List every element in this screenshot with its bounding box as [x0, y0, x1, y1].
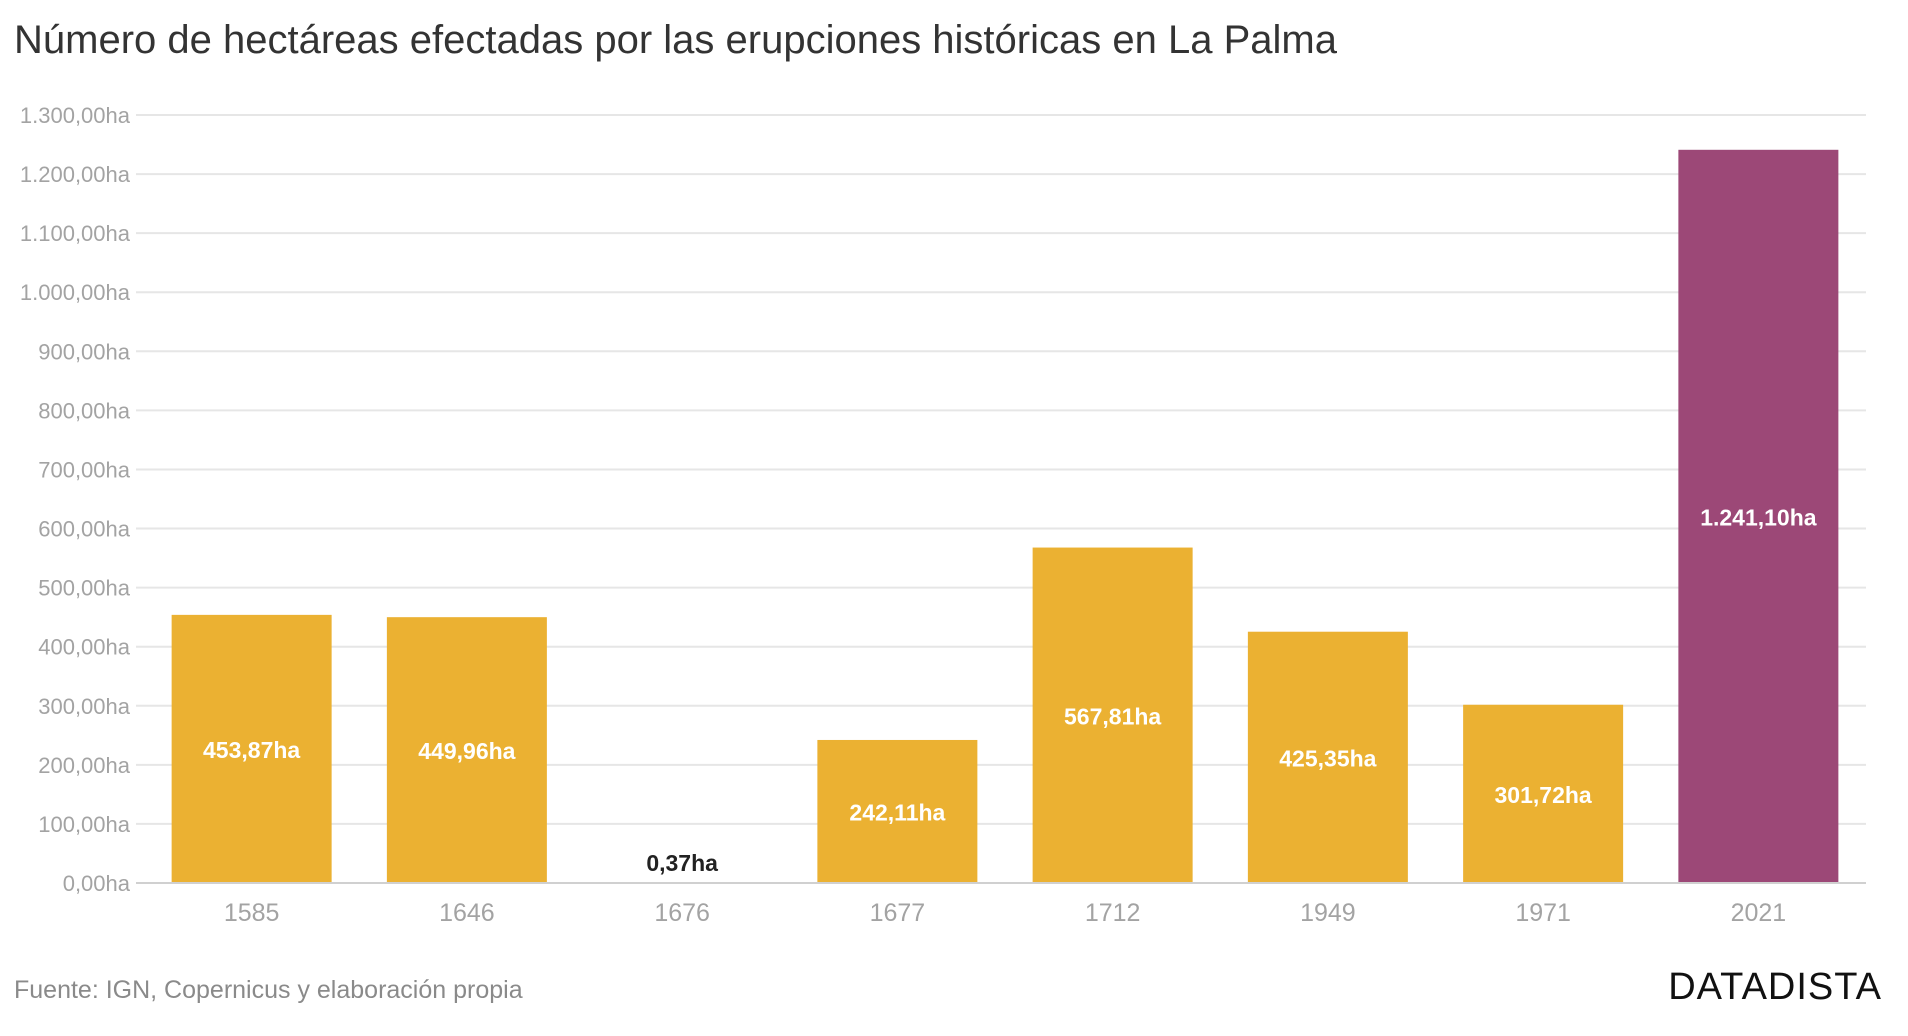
- data-label: 301,72ha: [1495, 782, 1592, 808]
- x-tick-label: 1712: [1085, 899, 1141, 927]
- data-label: 1.241,10ha: [1700, 504, 1817, 530]
- x-tick-label: 1971: [1515, 899, 1571, 927]
- data-label: 449,96ha: [418, 738, 515, 764]
- x-tick-label: 2021: [1731, 899, 1787, 927]
- x-axis: 1585 1646 1676 1677 1712 1949 1971 2021: [136, 882, 1866, 927]
- source-note: Fuente: IGN, Copernicus y elaboración pr…: [14, 976, 523, 1004]
- bar: [386, 617, 547, 883]
- x-tick-label: 1676: [654, 899, 710, 927]
- bars: [171, 149, 1839, 884]
- x-tick-label: 1677: [870, 899, 926, 927]
- chart-title: Número de hectáreas efectadas por las er…: [14, 18, 1337, 62]
- x-tick-label: 1585: [224, 899, 280, 927]
- y-tick-label: 100,00ha: [38, 812, 131, 837]
- data-label: 242,11ha: [849, 799, 945, 825]
- y-tick-label: 300,00ha: [38, 694, 131, 719]
- bar: [1247, 631, 1408, 883]
- value-labels: 453,87ha 449,96ha 0,37ha 242,11ha 567,81ha 42…: [203, 504, 1817, 875]
- x-tick-label: 1949: [1300, 899, 1356, 927]
- data-label: 453,87ha: [203, 737, 300, 763]
- bar: [1032, 547, 1193, 883]
- y-tick-label: 0,00ha: [63, 871, 131, 896]
- y-tick-label: 900,00ha: [38, 339, 131, 364]
- data-label: 0,37ha: [646, 850, 718, 876]
- y-tick-label: 700,00ha: [38, 457, 131, 482]
- brand-logo: DATADISTA: [1668, 966, 1882, 1008]
- bar: [817, 739, 978, 883]
- y-tick-label: 200,00ha: [38, 753, 131, 778]
- bar: [171, 614, 332, 883]
- y-tick-label: 1.000,00ha: [20, 280, 131, 305]
- y-tick-label: 500,00ha: [38, 576, 131, 601]
- y-tick-label: 600,00ha: [38, 517, 131, 542]
- bar: [1463, 704, 1624, 883]
- y-tick-label: 1.100,00ha: [20, 221, 131, 246]
- y-tick-label: 400,00ha: [38, 635, 131, 660]
- data-label: 567,81ha: [1064, 703, 1161, 729]
- bar: [1678, 149, 1839, 883]
- y-axis: 0,00ha 100,00ha 200,00ha 300,00ha 400,00ha 50…: [20, 103, 131, 896]
- data-label: 425,35ha: [1279, 745, 1376, 771]
- y-tick-label: 800,00ha: [38, 398, 131, 423]
- x-tick-label: 1646: [439, 899, 495, 927]
- y-tick-label: 1.200,00ha: [20, 162, 131, 187]
- y-tick-label: 1.300,00ha: [20, 103, 131, 128]
